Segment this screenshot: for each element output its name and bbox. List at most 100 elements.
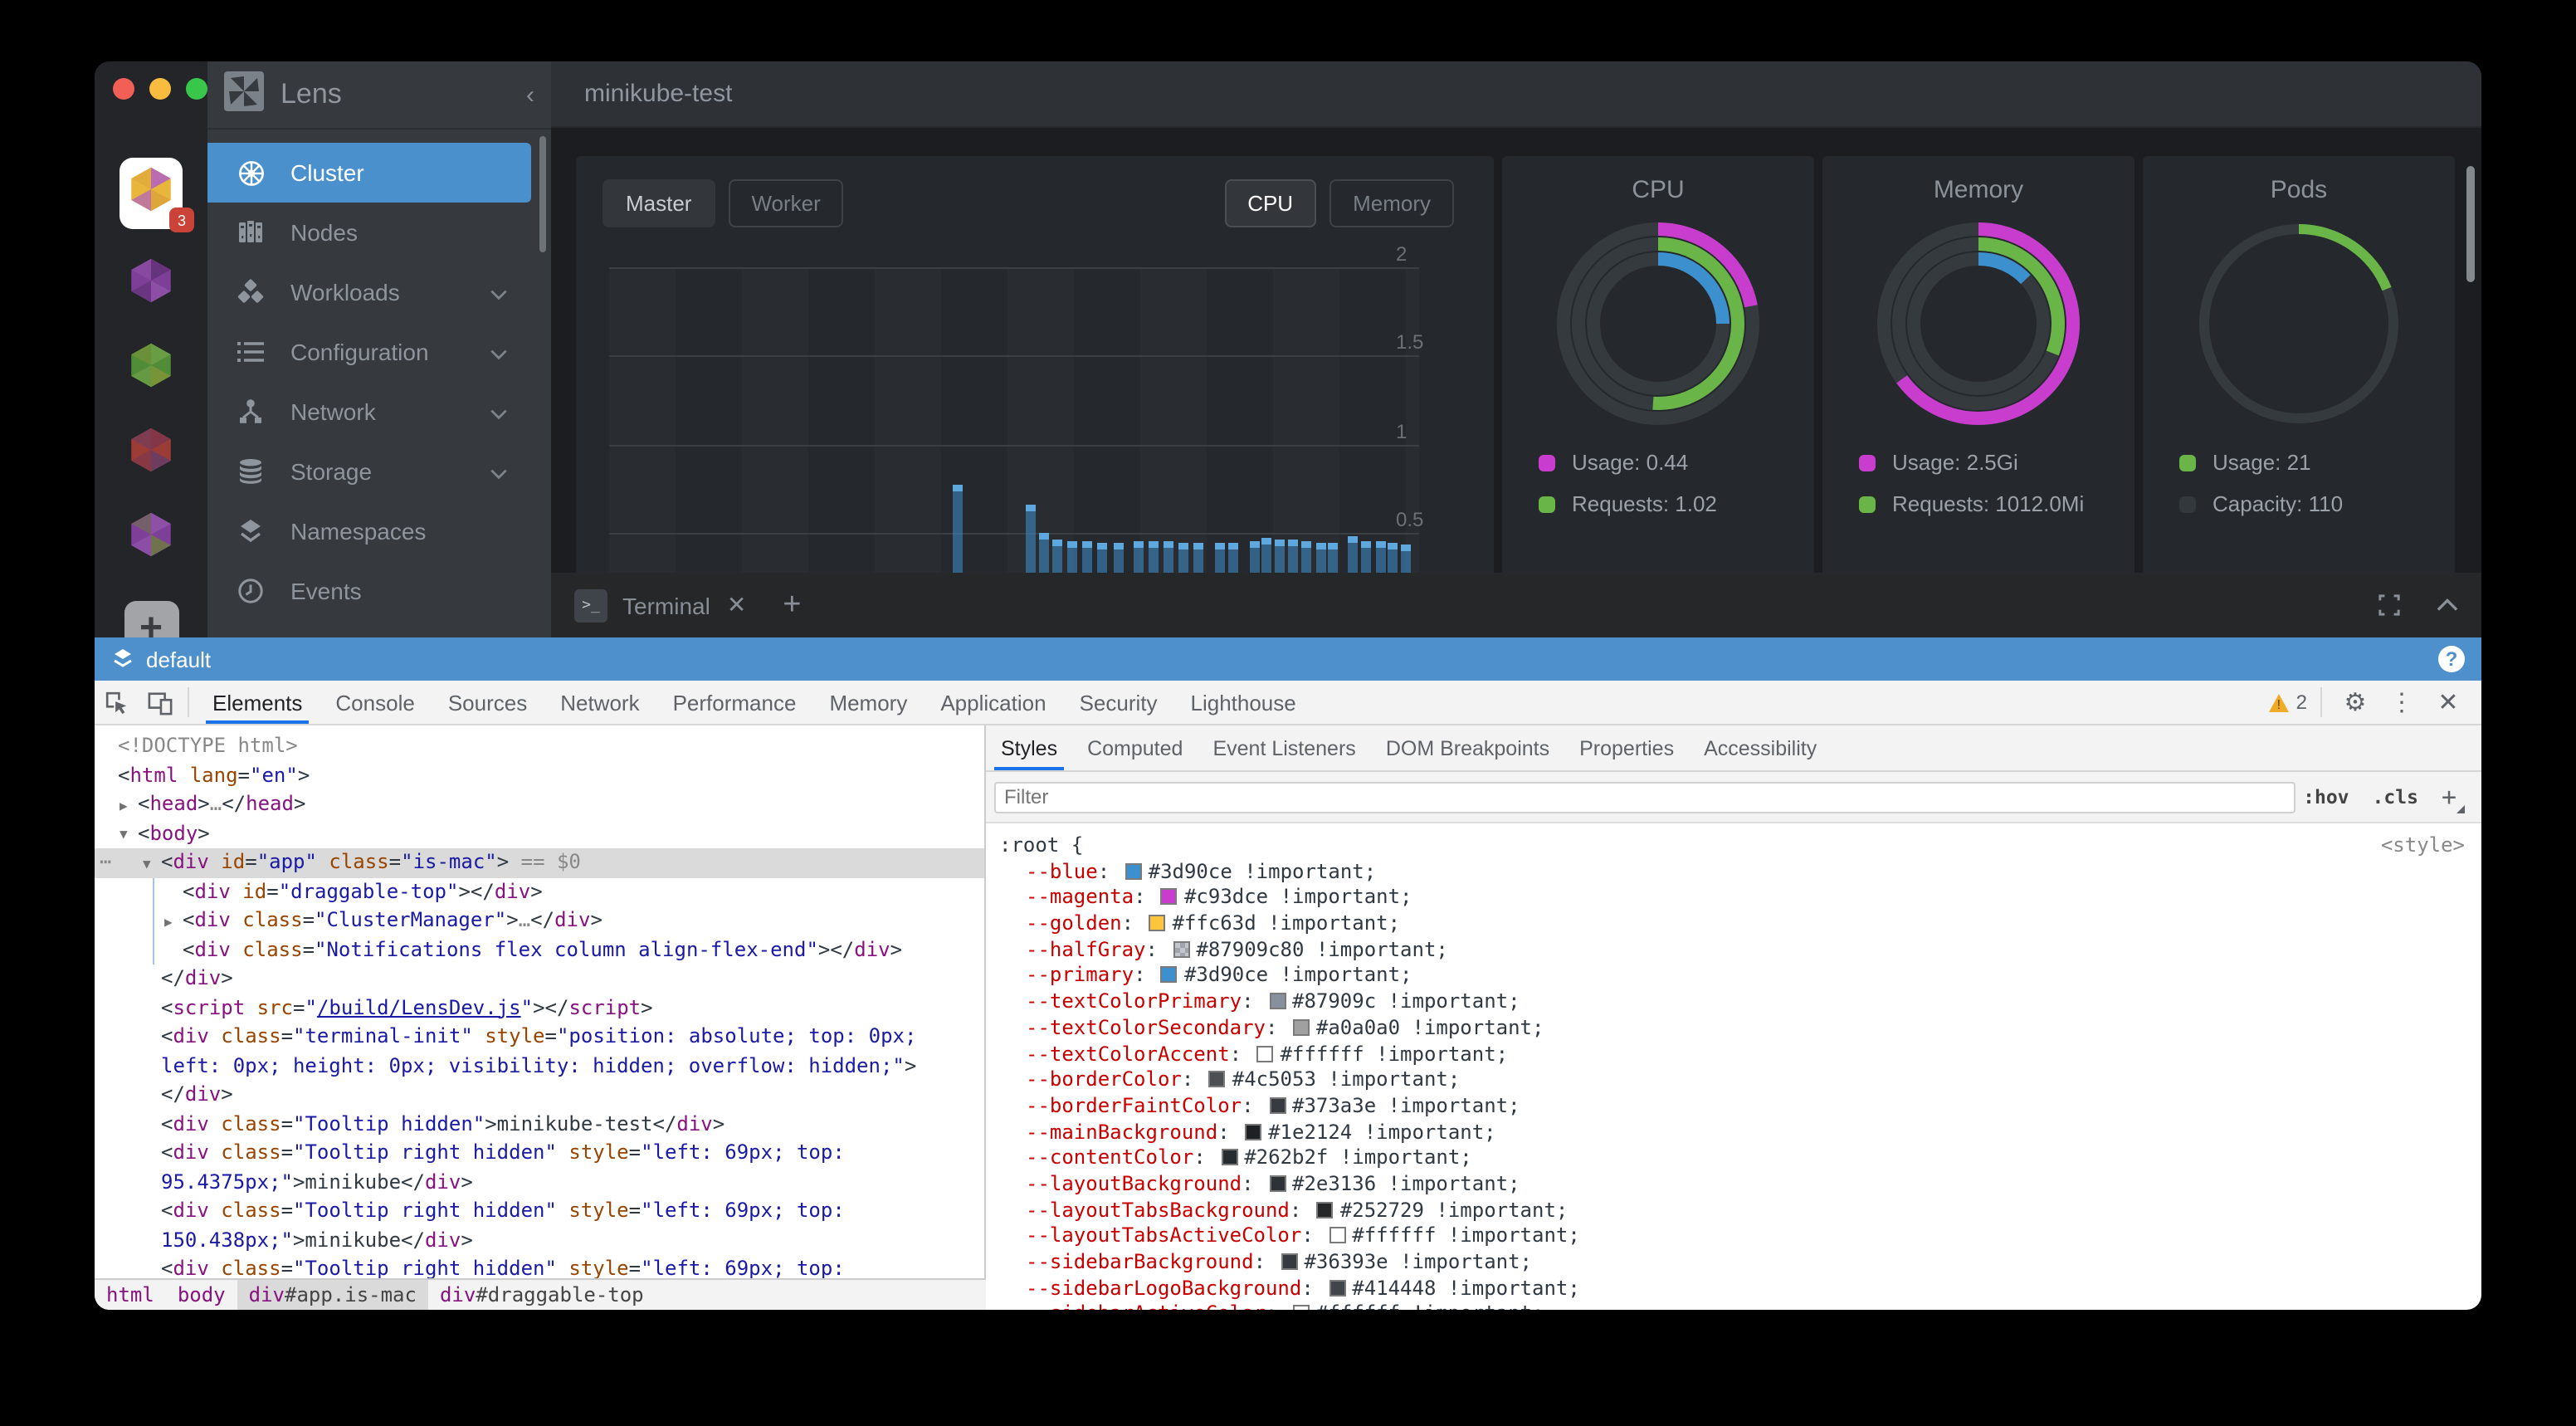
dom-tree-node[interactable]: ▼ <body> <box>95 819 984 848</box>
color-swatch[interactable] <box>1329 1227 1346 1244</box>
color-swatch[interactable] <box>1160 966 1178 984</box>
expand-twisty-icon[interactable]: ▼ <box>120 827 128 842</box>
zoom-window-button[interactable] <box>186 78 207 100</box>
devtools-tab-memory[interactable]: Memory <box>829 690 908 715</box>
breadcrumb-div#draggable-top[interactable]: div #draggable-top <box>439 1283 644 1306</box>
styles-filter-input[interactable] <box>994 781 2295 813</box>
rail-cluster-4-icon[interactable] <box>126 425 176 483</box>
dom-tree-node[interactable]: ⋯ ▼ <div id="app" class="is-mac"> == $0 <box>95 848 984 877</box>
styles-tab-dom-breakpoints[interactable]: DOM Breakpoints <box>1385 736 1550 759</box>
devtools-tab-elements[interactable]: Elements <box>196 681 319 724</box>
expand-twisty-icon[interactable]: ▼ <box>143 856 151 871</box>
dom-tree-node[interactable]: ▶ <head>…</head> <box>95 790 984 819</box>
console-warnings-button[interactable]: ! 2 <box>2269 691 2307 714</box>
devtools-tab-performance[interactable]: Performance <box>672 690 797 715</box>
rail-cluster-3-icon[interactable] <box>126 340 176 398</box>
devtools-tab-sources[interactable]: Sources <box>447 690 528 715</box>
dom-tree-node[interactable]: <script src="/build/LensDev.js"></script… <box>161 995 653 1018</box>
rail-cluster-2-icon[interactable] <box>126 256 176 314</box>
dom-tree-node[interactable]: <div class="Tooltip hidden">minikube-tes… <box>161 1111 725 1135</box>
content-scrollbar[interactable] <box>2466 166 2475 282</box>
color-swatch[interactable] <box>1125 862 1142 880</box>
terminal-close-button[interactable]: ✕ <box>726 591 747 618</box>
dom-tree-node[interactable]: <div class="Tooltip right hidden" style=… <box>161 1140 845 1164</box>
color-swatch[interactable] <box>1245 1123 1262 1140</box>
color-swatch[interactable] <box>1256 1045 1274 1062</box>
dom-tree-node[interactable]: <div class="terminal-init" style="positi… <box>161 1024 917 1048</box>
styles-tab-styles[interactable]: Styles <box>986 725 1072 770</box>
settings-gear-icon[interactable]: ⚙ <box>2344 689 2367 717</box>
styles-tab-event-listeners[interactable]: Event Listeners <box>1212 736 1356 759</box>
color-swatch[interactable] <box>1269 993 1286 1010</box>
sidebar-item-workloads[interactable]: Workloads <box>207 262 531 322</box>
devtools-close-icon[interactable]: ✕ <box>2437 689 2459 717</box>
dom-tree-node[interactable]: 95.4375px;">minikube</div> <box>161 1170 473 1193</box>
color-swatch[interactable] <box>1173 940 1190 958</box>
metric-tab-memory-button[interactable]: Memory <box>1329 179 1454 227</box>
styles-tab-computed[interactable]: Computed <box>1087 736 1183 759</box>
more-options-kebab-icon[interactable]: ⋮ <box>2389 689 2414 717</box>
dom-tree-node[interactable]: </div> <box>161 1082 233 1106</box>
new-style-rule-button[interactable]: + <box>2441 782 2466 813</box>
sidebar-item-storage[interactable]: Storage <box>207 442 531 501</box>
node-overflow-gutter[interactable]: ⋯ <box>100 850 114 873</box>
dom-tree-node[interactable]: <div id="draggable-top"></div> <box>95 877 984 906</box>
sidebar-item-namespaces[interactable]: Namespaces <box>207 501 531 561</box>
minimize-window-button[interactable] <box>149 78 171 100</box>
fullscreen-icon[interactable] <box>2378 594 2400 616</box>
dom-tree-node[interactable]: <!DOCTYPE html> <box>118 734 298 757</box>
devtools-tab-console[interactable]: Console <box>335 690 415 715</box>
color-swatch[interactable] <box>1269 1174 1286 1192</box>
rail-cluster-active-icon[interactable]: 3 <box>120 158 194 232</box>
sidebar-scrollbar[interactable] <box>539 136 546 252</box>
color-swatch[interactable] <box>1292 1018 1310 1036</box>
help-button[interactable]: ? <box>2438 646 2465 672</box>
color-swatch[interactable] <box>1149 915 1166 932</box>
color-swatch[interactable] <box>1281 1253 1298 1270</box>
devtools-tab-security[interactable]: Security <box>1079 690 1158 715</box>
dom-tree-node[interactable]: <div class="Tooltip right hidden" style=… <box>161 1199 845 1222</box>
node-tab-master-button[interactable]: Master <box>603 179 715 227</box>
breadcrumb-html[interactable]: html <box>106 1283 154 1306</box>
color-swatch[interactable] <box>1316 1201 1334 1218</box>
color-swatch[interactable] <box>1269 1096 1286 1114</box>
node-tab-worker-button[interactable]: Worker <box>728 179 844 227</box>
dom-tree-node[interactable]: <div class="Tooltip right hidden" style=… <box>161 1257 845 1278</box>
devtools-context-bar[interactable]: default ? <box>95 637 2481 681</box>
terminal-add-button[interactable]: + <box>783 587 802 622</box>
devtools-tab-network[interactable]: Network <box>560 690 640 715</box>
devtools-tab-application[interactable]: Application <box>940 690 1046 715</box>
sidebar-item-events[interactable]: Events <box>207 561 531 621</box>
toggle-class-button[interactable]: .cls <box>2372 785 2418 808</box>
sidebar-collapse-icon[interactable]: ‹ <box>526 81 534 109</box>
styles-tab-accessibility[interactable]: Accessibility <box>1704 736 1817 759</box>
inspect-element-icon[interactable] <box>95 681 138 724</box>
sidebar-item-configuration[interactable]: Configuration <box>207 322 531 382</box>
devtools-tab-lighthouse[interactable]: Lighthouse <box>1190 690 1296 715</box>
terminal-tab[interactable]: Terminal <box>622 592 710 618</box>
breadcrumb-body[interactable]: body <box>177 1283 226 1306</box>
dom-tree-node[interactable]: 150.438px;">minikube</div> <box>161 1228 473 1251</box>
panel-divider[interactable] <box>984 725 986 1310</box>
rail-cluster-5-icon[interactable] <box>126 510 176 568</box>
close-window-button[interactable] <box>113 78 134 100</box>
dom-tree-node[interactable]: left: 0px; height: 0px; visibility: hidd… <box>161 1053 917 1077</box>
dom-tree-node[interactable]: <html lang="en"> <box>118 763 310 786</box>
expand-twisty-icon[interactable]: ▶ <box>120 798 128 813</box>
collapse-up-icon[interactable] <box>2437 598 2458 613</box>
color-swatch[interactable] <box>1329 1279 1346 1297</box>
style-source-link[interactable]: <style> <box>2380 833 2465 857</box>
device-toolbar-icon[interactable] <box>138 681 181 724</box>
expand-twisty-icon[interactable]: ▶ <box>164 914 173 929</box>
sidebar-item-nodes[interactable]: Nodes <box>207 203 531 262</box>
dom-tree-node[interactable]: <div class="Notifications flex column al… <box>95 935 984 965</box>
dom-tree-node[interactable]: </div> <box>161 966 233 989</box>
styles-tab-properties[interactable]: Properties <box>1579 736 1675 759</box>
toggle-pseudo-button[interactable]: :hov <box>2303 785 2349 808</box>
sidebar-item-cluster[interactable]: Cluster <box>207 143 531 203</box>
color-swatch[interactable] <box>1160 888 1178 906</box>
color-swatch[interactable] <box>1292 1305 1310 1310</box>
metric-tab-cpu-button[interactable]: CPU <box>1224 179 1317 227</box>
breadcrumb-div#app.is-mac[interactable]: div #app.is-mac <box>237 1280 428 1310</box>
dom-tree-node[interactable]: ▶ <div class="ClusterManager">…</div> <box>95 906 984 935</box>
